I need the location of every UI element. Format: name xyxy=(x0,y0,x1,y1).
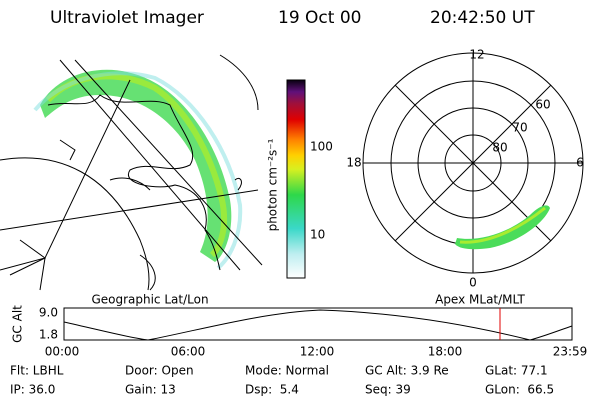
polar-label: 6 xyxy=(576,156,584,170)
polar-label: 80 xyxy=(492,141,507,155)
info-field: Seq: 39 xyxy=(365,383,411,397)
x-tick-label: 18:00 xyxy=(428,345,463,359)
info-field: GLat: 77.1 xyxy=(485,364,548,378)
polar-label: 18 xyxy=(346,156,361,170)
x-tick-label: 06:00 xyxy=(171,345,206,359)
polar-label: 60 xyxy=(535,98,550,112)
date: 19 Oct 00 xyxy=(278,8,361,28)
polar-label: 0 xyxy=(469,276,477,290)
colorbar-label: photon cm⁻²s⁻¹ xyxy=(266,138,280,231)
altitude-curve xyxy=(63,309,573,341)
info-field: GLon: 66.5 xyxy=(485,383,554,397)
info-field: IP: 36.0 xyxy=(10,383,55,397)
info-field: Mode: Normal xyxy=(245,364,329,378)
colorbar-tick: 100 xyxy=(310,140,333,154)
info-field: Door: Open xyxy=(125,364,194,378)
x-tick-label: 00:00 xyxy=(45,345,80,359)
x-tick-label: 23:59 xyxy=(553,345,588,359)
y-tick-label: 1.8 xyxy=(39,328,58,342)
info-field: GC Alt: 3.9 Re xyxy=(365,364,449,378)
colorbar-tick: 10 xyxy=(310,228,325,242)
x-tick-label: 12:00 xyxy=(300,345,335,359)
polar-label: 70 xyxy=(512,121,527,135)
timeline-frame xyxy=(63,307,573,341)
time: 20:42:50 UT xyxy=(430,8,535,28)
panel-label: Geographic Lat/Lon xyxy=(91,293,208,307)
info-field: Flt: LBHL xyxy=(10,364,64,378)
info-field: Dsp: 5.4 xyxy=(245,383,299,397)
title: Ultraviolet Imager xyxy=(50,8,204,28)
panel-label: Apex MLat/MLT xyxy=(435,293,525,307)
polar-label: 12 xyxy=(469,48,484,62)
timeline-axis-label: GC Alt xyxy=(11,305,25,343)
polar-grid xyxy=(362,52,584,274)
geo-map xyxy=(0,54,263,291)
y-tick-label: 9.0 xyxy=(39,306,58,320)
info-field: Gain: 13 xyxy=(125,383,176,397)
info-fields: Flt: LBHL Door: Open Mode: Normal GC Alt: 3… xyxy=(10,364,554,397)
colorbar xyxy=(286,79,306,279)
